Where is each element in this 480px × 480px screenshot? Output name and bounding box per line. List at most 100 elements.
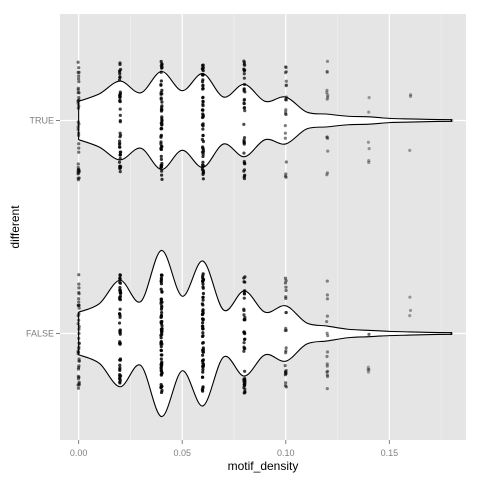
data-point (242, 101, 246, 105)
data-point (200, 108, 204, 112)
data-point (325, 293, 329, 297)
data-point (325, 387, 329, 391)
data-point (76, 125, 80, 129)
data-point (118, 378, 122, 383)
data-point (242, 296, 246, 300)
data-point (160, 123, 164, 127)
data-point (201, 291, 206, 296)
data-point (76, 377, 81, 381)
data-point (325, 173, 329, 177)
data-point (242, 349, 246, 353)
data-point (243, 108, 247, 113)
x-axis-ticks: 0.00 0.05 0.10 0.15 (70, 440, 398, 458)
data-point (200, 359, 205, 363)
data-point (117, 139, 122, 143)
data-point (201, 164, 206, 168)
data-point (326, 136, 330, 141)
data-point (159, 126, 163, 131)
data-point (118, 357, 123, 361)
data-point (159, 348, 163, 353)
data-point (201, 346, 205, 350)
data-point (201, 282, 205, 286)
data-point (118, 118, 122, 123)
data-point (243, 346, 247, 351)
data-point (201, 160, 205, 164)
data-point (201, 353, 205, 357)
data-point (76, 101, 80, 105)
data-point (77, 286, 81, 290)
data-point (284, 97, 288, 101)
data-point (284, 160, 288, 164)
data-point (325, 171, 330, 175)
data-point (77, 74, 81, 78)
data-point (201, 99, 205, 104)
data-point (201, 124, 205, 128)
data-point (284, 279, 288, 283)
data-point (242, 142, 246, 146)
data-point (367, 96, 371, 100)
data-point (201, 172, 205, 176)
data-point (243, 381, 247, 386)
data-point (201, 308, 205, 312)
data-point (242, 138, 246, 142)
data-point (77, 80, 81, 84)
data-point (325, 135, 329, 139)
data-point (325, 331, 329, 335)
data-point (160, 304, 164, 308)
data-point (325, 350, 330, 354)
data-point (366, 367, 370, 372)
data-point (118, 156, 122, 161)
data-point (242, 385, 246, 390)
data-point (76, 91, 80, 95)
data-point (159, 301, 163, 306)
data-point (77, 341, 81, 345)
data-point (118, 90, 122, 94)
data-point (77, 150, 81, 154)
data-point (118, 72, 122, 76)
data-point (77, 306, 81, 310)
data-point (200, 137, 204, 142)
data-point (242, 62, 246, 67)
data-point (242, 122, 246, 126)
data-point (77, 297, 81, 301)
data-point (242, 276, 246, 280)
data-point (367, 159, 371, 163)
data-point (159, 97, 163, 101)
data-point (283, 124, 287, 128)
data-point (243, 315, 247, 320)
data-point (242, 151, 246, 155)
data-point (325, 362, 329, 366)
data-point (284, 346, 288, 350)
data-point (284, 296, 288, 301)
data-point (201, 321, 205, 325)
y-axis-ticks: TRUE FALSE (26, 116, 60, 339)
x-tick-label: 0.15 (381, 448, 399, 458)
data-point (159, 277, 164, 282)
data-point (367, 110, 371, 114)
data-point (76, 322, 80, 326)
data-point (242, 67, 246, 71)
data-point (118, 281, 123, 285)
data-point (159, 353, 163, 357)
data-point (326, 334, 330, 338)
data-point (159, 79, 163, 83)
data-point (325, 373, 329, 377)
data-point (118, 145, 122, 149)
data-point (242, 161, 246, 165)
data-point (118, 94, 122, 98)
data-point (242, 292, 247, 296)
data-point (77, 336, 81, 340)
data-point (77, 122, 81, 126)
data-point (201, 73, 205, 77)
data-point (242, 59, 246, 63)
data-point (160, 331, 164, 335)
data-point (76, 127, 80, 132)
data-point (201, 177, 205, 181)
data-point (159, 315, 164, 319)
data-point (159, 390, 164, 395)
data-point (77, 98, 81, 102)
data-point (76, 367, 81, 371)
data-point (243, 378, 247, 382)
data-point (76, 106, 80, 110)
